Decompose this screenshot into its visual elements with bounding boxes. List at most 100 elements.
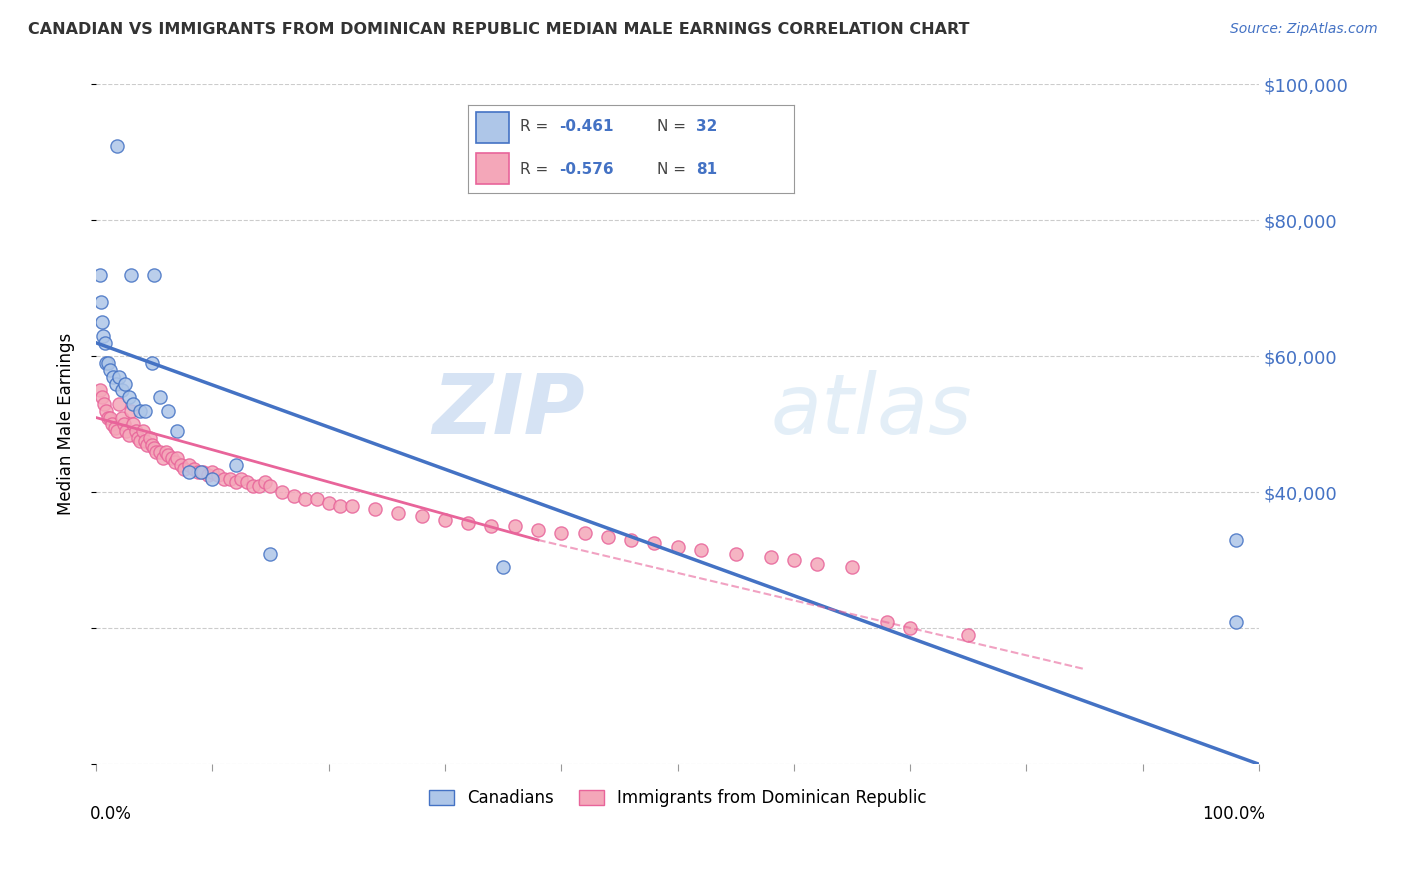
Point (294, 492, 316, 507)
Point (91, 329, 114, 343)
Point (145, 444, 167, 458)
Point (783, 553, 806, 567)
Point (225, 458, 247, 472)
Point (114, 376, 136, 391)
Point (98, 410, 121, 425)
Point (90, 295, 112, 310)
Point (134, 434, 156, 449)
Point (117, 390, 139, 404)
Point (157, 448, 180, 462)
Point (187, 465, 209, 479)
Point (115, 424, 138, 438)
Point (105, 424, 128, 438)
Point (620, 533, 643, 547)
Text: ZIP: ZIP (432, 370, 585, 451)
Point (318, 495, 340, 509)
Point (190, 465, 212, 479)
Point (225, 475, 247, 490)
Point (93, 397, 115, 411)
Point (170, 458, 193, 472)
Point (89, 268, 111, 282)
Point (876, 615, 898, 629)
Point (957, 628, 980, 642)
Point (149, 390, 172, 404)
Point (177, 458, 200, 472)
Point (305, 492, 328, 507)
Point (160, 451, 183, 466)
Point (122, 397, 145, 411)
Point (103, 369, 125, 384)
Point (96, 403, 118, 417)
Point (841, 560, 863, 574)
Point (152, 451, 174, 466)
Point (724, 547, 747, 561)
Point (120, 403, 142, 417)
Point (104, 421, 127, 435)
Point (247, 478, 270, 492)
Point (236, 475, 259, 490)
Point (105, 138, 128, 153)
Point (197, 468, 219, 483)
Point (112, 417, 135, 432)
Point (433, 512, 456, 526)
Point (218, 472, 240, 486)
Point (207, 468, 229, 483)
Point (129, 403, 152, 417)
Point (166, 451, 188, 466)
Point (231, 472, 253, 486)
Point (242, 478, 264, 492)
Point (127, 431, 149, 445)
Point (1225, 615, 1247, 629)
Point (364, 502, 387, 516)
Point (253, 475, 276, 490)
Point (212, 472, 235, 486)
Point (492, 560, 515, 574)
Point (596, 529, 619, 543)
Point (97, 410, 120, 425)
Point (149, 444, 172, 458)
Point (136, 438, 159, 452)
Point (110, 410, 132, 425)
Point (129, 434, 152, 449)
Point (90, 390, 112, 404)
Point (98, 363, 121, 377)
Point (138, 431, 160, 445)
Point (259, 547, 281, 561)
Point (481, 519, 503, 533)
Point (108, 369, 131, 384)
Point (411, 509, 433, 524)
Point (183, 461, 205, 475)
Point (124, 424, 146, 438)
Point (94, 335, 117, 350)
Legend: Canadians, Immigrants from Dominican Republic: Canadians, Immigrants from Dominican Rep… (422, 782, 934, 814)
Point (120, 268, 142, 282)
Point (759, 549, 782, 564)
Point (104, 376, 127, 391)
Point (191, 465, 214, 479)
Text: CANADIAN VS IMMIGRANTS FROM DOMINICAN REPUBLIC MEDIAN MALE EARNINGS CORRELATION : CANADIAN VS IMMIGRANTS FROM DOMINICAN RE… (28, 22, 970, 37)
Point (1225, 533, 1247, 547)
Point (108, 397, 131, 411)
Point (898, 621, 921, 635)
Text: 100.0%: 100.0% (1202, 805, 1265, 823)
Point (166, 424, 188, 438)
Point (134, 403, 156, 417)
Point (101, 417, 124, 432)
Point (122, 417, 145, 432)
Point (157, 403, 180, 417)
Point (574, 526, 596, 541)
Point (259, 478, 281, 492)
Text: 0.0%: 0.0% (90, 805, 132, 823)
Point (689, 543, 711, 558)
Point (117, 427, 139, 442)
Point (201, 472, 224, 486)
Point (340, 499, 363, 513)
Point (110, 384, 132, 398)
Point (90, 315, 112, 329)
Text: atlas: atlas (770, 370, 972, 451)
Point (131, 424, 153, 438)
Point (165, 455, 187, 469)
Point (177, 465, 200, 479)
Point (643, 536, 665, 550)
Point (503, 519, 526, 533)
